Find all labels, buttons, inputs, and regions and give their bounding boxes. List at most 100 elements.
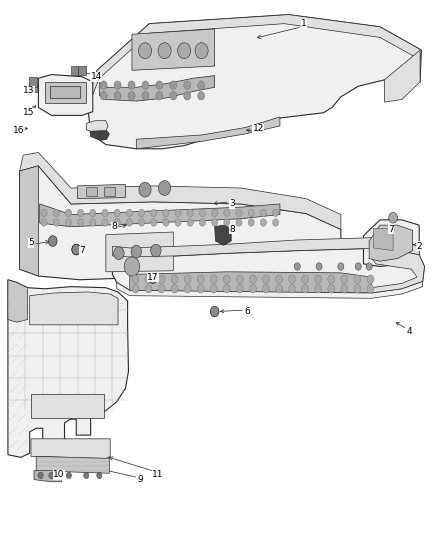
Circle shape xyxy=(276,275,283,284)
Circle shape xyxy=(100,81,107,90)
Circle shape xyxy=(142,92,149,100)
Circle shape xyxy=(341,285,348,293)
Polygon shape xyxy=(369,225,413,261)
Polygon shape xyxy=(45,82,86,103)
Circle shape xyxy=(124,257,140,276)
Polygon shape xyxy=(20,166,341,280)
Circle shape xyxy=(315,285,322,293)
Circle shape xyxy=(250,285,256,293)
Circle shape xyxy=(48,236,57,246)
Circle shape xyxy=(354,275,361,284)
Circle shape xyxy=(156,81,163,90)
Polygon shape xyxy=(91,131,110,140)
Text: 8: 8 xyxy=(229,225,235,234)
Circle shape xyxy=(338,263,344,270)
Text: 13: 13 xyxy=(23,86,34,95)
Circle shape xyxy=(198,92,205,100)
Circle shape xyxy=(223,275,230,284)
Circle shape xyxy=(158,275,165,284)
Circle shape xyxy=(170,81,177,90)
Circle shape xyxy=(210,275,217,284)
Circle shape xyxy=(272,219,279,226)
Circle shape xyxy=(389,213,397,223)
Circle shape xyxy=(138,219,145,226)
Circle shape xyxy=(355,263,361,270)
Circle shape xyxy=(131,245,141,258)
Circle shape xyxy=(366,263,372,270)
Circle shape xyxy=(41,219,47,226)
Circle shape xyxy=(184,81,191,90)
Circle shape xyxy=(114,92,121,100)
Circle shape xyxy=(142,81,149,90)
Text: 12: 12 xyxy=(252,124,264,133)
Polygon shape xyxy=(106,232,173,272)
Text: 7: 7 xyxy=(388,225,394,234)
Circle shape xyxy=(114,81,121,90)
Polygon shape xyxy=(104,187,115,196)
Text: 14: 14 xyxy=(91,72,102,81)
Polygon shape xyxy=(88,14,421,100)
Circle shape xyxy=(138,43,152,59)
Circle shape xyxy=(354,285,361,293)
Circle shape xyxy=(102,209,108,216)
Circle shape xyxy=(139,182,151,197)
Text: 5: 5 xyxy=(28,238,34,247)
Polygon shape xyxy=(86,187,97,196)
Text: 10: 10 xyxy=(53,471,64,479)
Text: 3: 3 xyxy=(229,199,235,208)
Circle shape xyxy=(248,219,254,226)
Circle shape xyxy=(224,219,230,226)
Circle shape xyxy=(316,263,322,270)
Circle shape xyxy=(100,92,107,100)
Circle shape xyxy=(65,219,71,226)
Circle shape xyxy=(53,219,59,226)
Polygon shape xyxy=(20,152,341,229)
Text: 4: 4 xyxy=(407,327,413,336)
Polygon shape xyxy=(39,75,93,115)
Circle shape xyxy=(197,275,204,284)
Circle shape xyxy=(72,244,81,255)
Text: 1: 1 xyxy=(301,19,307,28)
Polygon shape xyxy=(29,77,37,87)
Circle shape xyxy=(158,43,171,59)
Circle shape xyxy=(328,275,335,284)
Polygon shape xyxy=(71,66,78,75)
Circle shape xyxy=(248,209,254,216)
Text: 11: 11 xyxy=(152,470,164,479)
Circle shape xyxy=(65,209,71,216)
Text: 16: 16 xyxy=(13,126,25,135)
Circle shape xyxy=(223,285,230,293)
Circle shape xyxy=(237,275,244,284)
Polygon shape xyxy=(50,86,80,98)
Circle shape xyxy=(151,244,161,257)
Circle shape xyxy=(49,472,54,479)
Circle shape xyxy=(367,285,374,293)
Circle shape xyxy=(289,275,296,284)
Circle shape xyxy=(178,43,191,59)
Circle shape xyxy=(302,275,309,284)
Polygon shape xyxy=(132,29,215,70)
Circle shape xyxy=(237,285,244,293)
Circle shape xyxy=(72,244,81,255)
Circle shape xyxy=(126,219,132,226)
Circle shape xyxy=(151,209,157,216)
Circle shape xyxy=(184,285,191,293)
Circle shape xyxy=(158,285,165,293)
Circle shape xyxy=(187,209,193,216)
Circle shape xyxy=(175,219,181,226)
Polygon shape xyxy=(29,83,37,92)
Circle shape xyxy=(210,285,217,293)
Circle shape xyxy=(236,219,242,226)
Circle shape xyxy=(294,263,300,270)
Polygon shape xyxy=(364,220,419,266)
Circle shape xyxy=(341,275,348,284)
Polygon shape xyxy=(374,228,393,251)
Circle shape xyxy=(328,285,335,293)
Circle shape xyxy=(199,209,205,216)
Circle shape xyxy=(114,247,124,260)
Circle shape xyxy=(262,285,269,293)
Text: 6: 6 xyxy=(244,307,250,316)
Polygon shape xyxy=(371,248,424,293)
Circle shape xyxy=(260,219,266,226)
Polygon shape xyxy=(30,292,118,325)
